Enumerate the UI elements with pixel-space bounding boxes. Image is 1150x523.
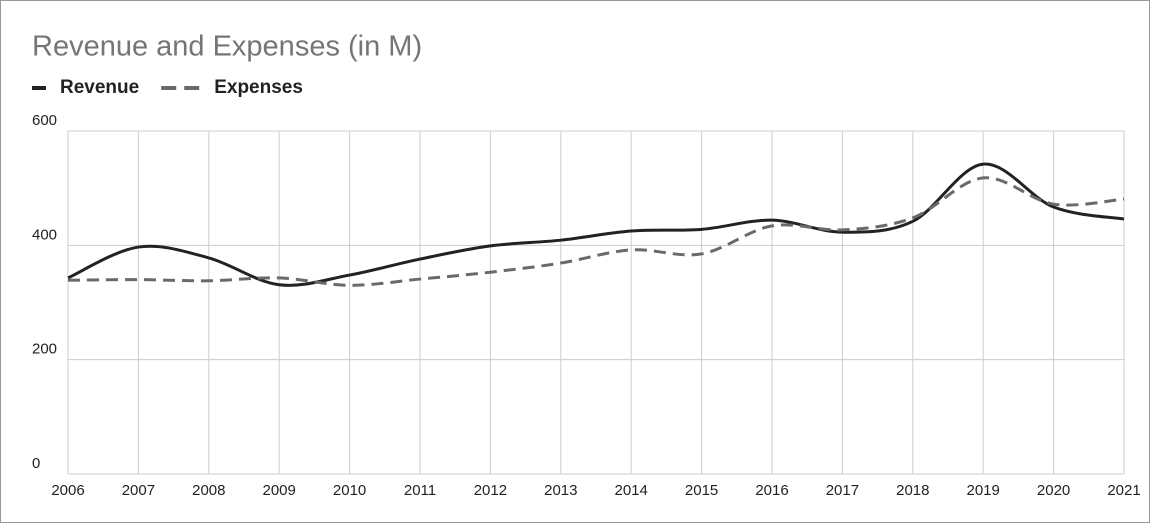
x-tick-label: 2010 xyxy=(333,482,366,499)
x-tick-label: 2016 xyxy=(755,482,788,499)
x-tick-label: 2009 xyxy=(263,482,296,499)
x-tick-label: 2018 xyxy=(896,482,929,499)
y-tick-label: 600 xyxy=(32,112,57,129)
x-tick-label: 2007 xyxy=(122,482,155,499)
x-tick-label: 2008 xyxy=(192,482,225,499)
legend-label: Expenses xyxy=(214,77,303,98)
chart-title: Revenue and Expenses (in M) xyxy=(32,31,422,63)
legend-label: Revenue xyxy=(60,77,139,98)
x-tick-label: 2014 xyxy=(615,482,648,499)
x-tick-label: 2017 xyxy=(826,482,859,499)
y-tick-label: 0 xyxy=(32,455,40,472)
line-series xyxy=(67,162,1125,287)
x-tick-label: 2019 xyxy=(967,482,1000,499)
x-tick-label: 2006 xyxy=(51,482,84,499)
x-tick-label: 2015 xyxy=(685,482,718,499)
y-tick-label: 400 xyxy=(32,226,57,243)
x-tick-label: 2012 xyxy=(474,482,507,499)
y-tick-label: 200 xyxy=(32,341,57,358)
x-tick-label: 2021 xyxy=(1107,482,1140,499)
x-tick-label: 2020 xyxy=(1037,482,1070,499)
x-tick-label: 2013 xyxy=(544,482,577,499)
line-series xyxy=(67,176,1125,287)
x-tick-label: 2011 xyxy=(404,482,436,499)
